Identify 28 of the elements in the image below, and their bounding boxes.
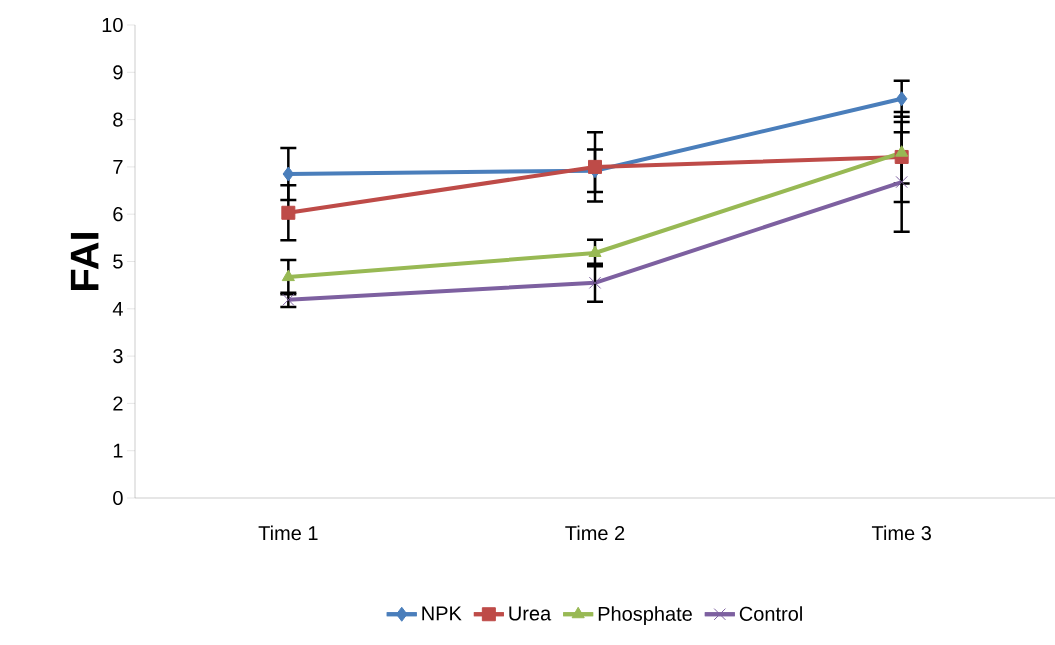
point: [588, 276, 602, 289]
legend-label: Phosphate: [598, 606, 692, 625]
point: [281, 205, 296, 220]
y-tick-label: 7: [113, 160, 123, 174]
x-tick-label: Time 2: [565, 525, 625, 541]
y-axis-title: FAI: [70, 233, 99, 290]
y-tick-label: 0: [113, 490, 123, 506]
x-tick-label: Time 3: [871, 525, 931, 541]
y-tick-label: 5: [113, 254, 123, 269]
y-tick-label: 2: [113, 396, 123, 411]
x-tick-label: Time 1: [258, 525, 318, 541]
point: [588, 159, 602, 174]
legend-label: Urea: [509, 606, 552, 621]
point: [895, 175, 908, 189]
y-tick-label: 1: [113, 443, 123, 458]
point: [282, 166, 295, 182]
point: [895, 91, 908, 107]
point: [588, 245, 602, 257]
point: [281, 269, 295, 282]
y-tick-label: 10: [102, 17, 123, 33]
y-tick-label: 9: [113, 65, 123, 80]
legend-label: Control: [739, 606, 802, 621]
y-tick-label: 3: [113, 349, 123, 364]
y-tick-label: 6: [113, 207, 123, 222]
point: [895, 145, 909, 157]
legend-label: NPK: [422, 606, 462, 621]
y-tick-label: 8: [113, 112, 123, 127]
y-tick-label: 4: [112, 301, 123, 316]
